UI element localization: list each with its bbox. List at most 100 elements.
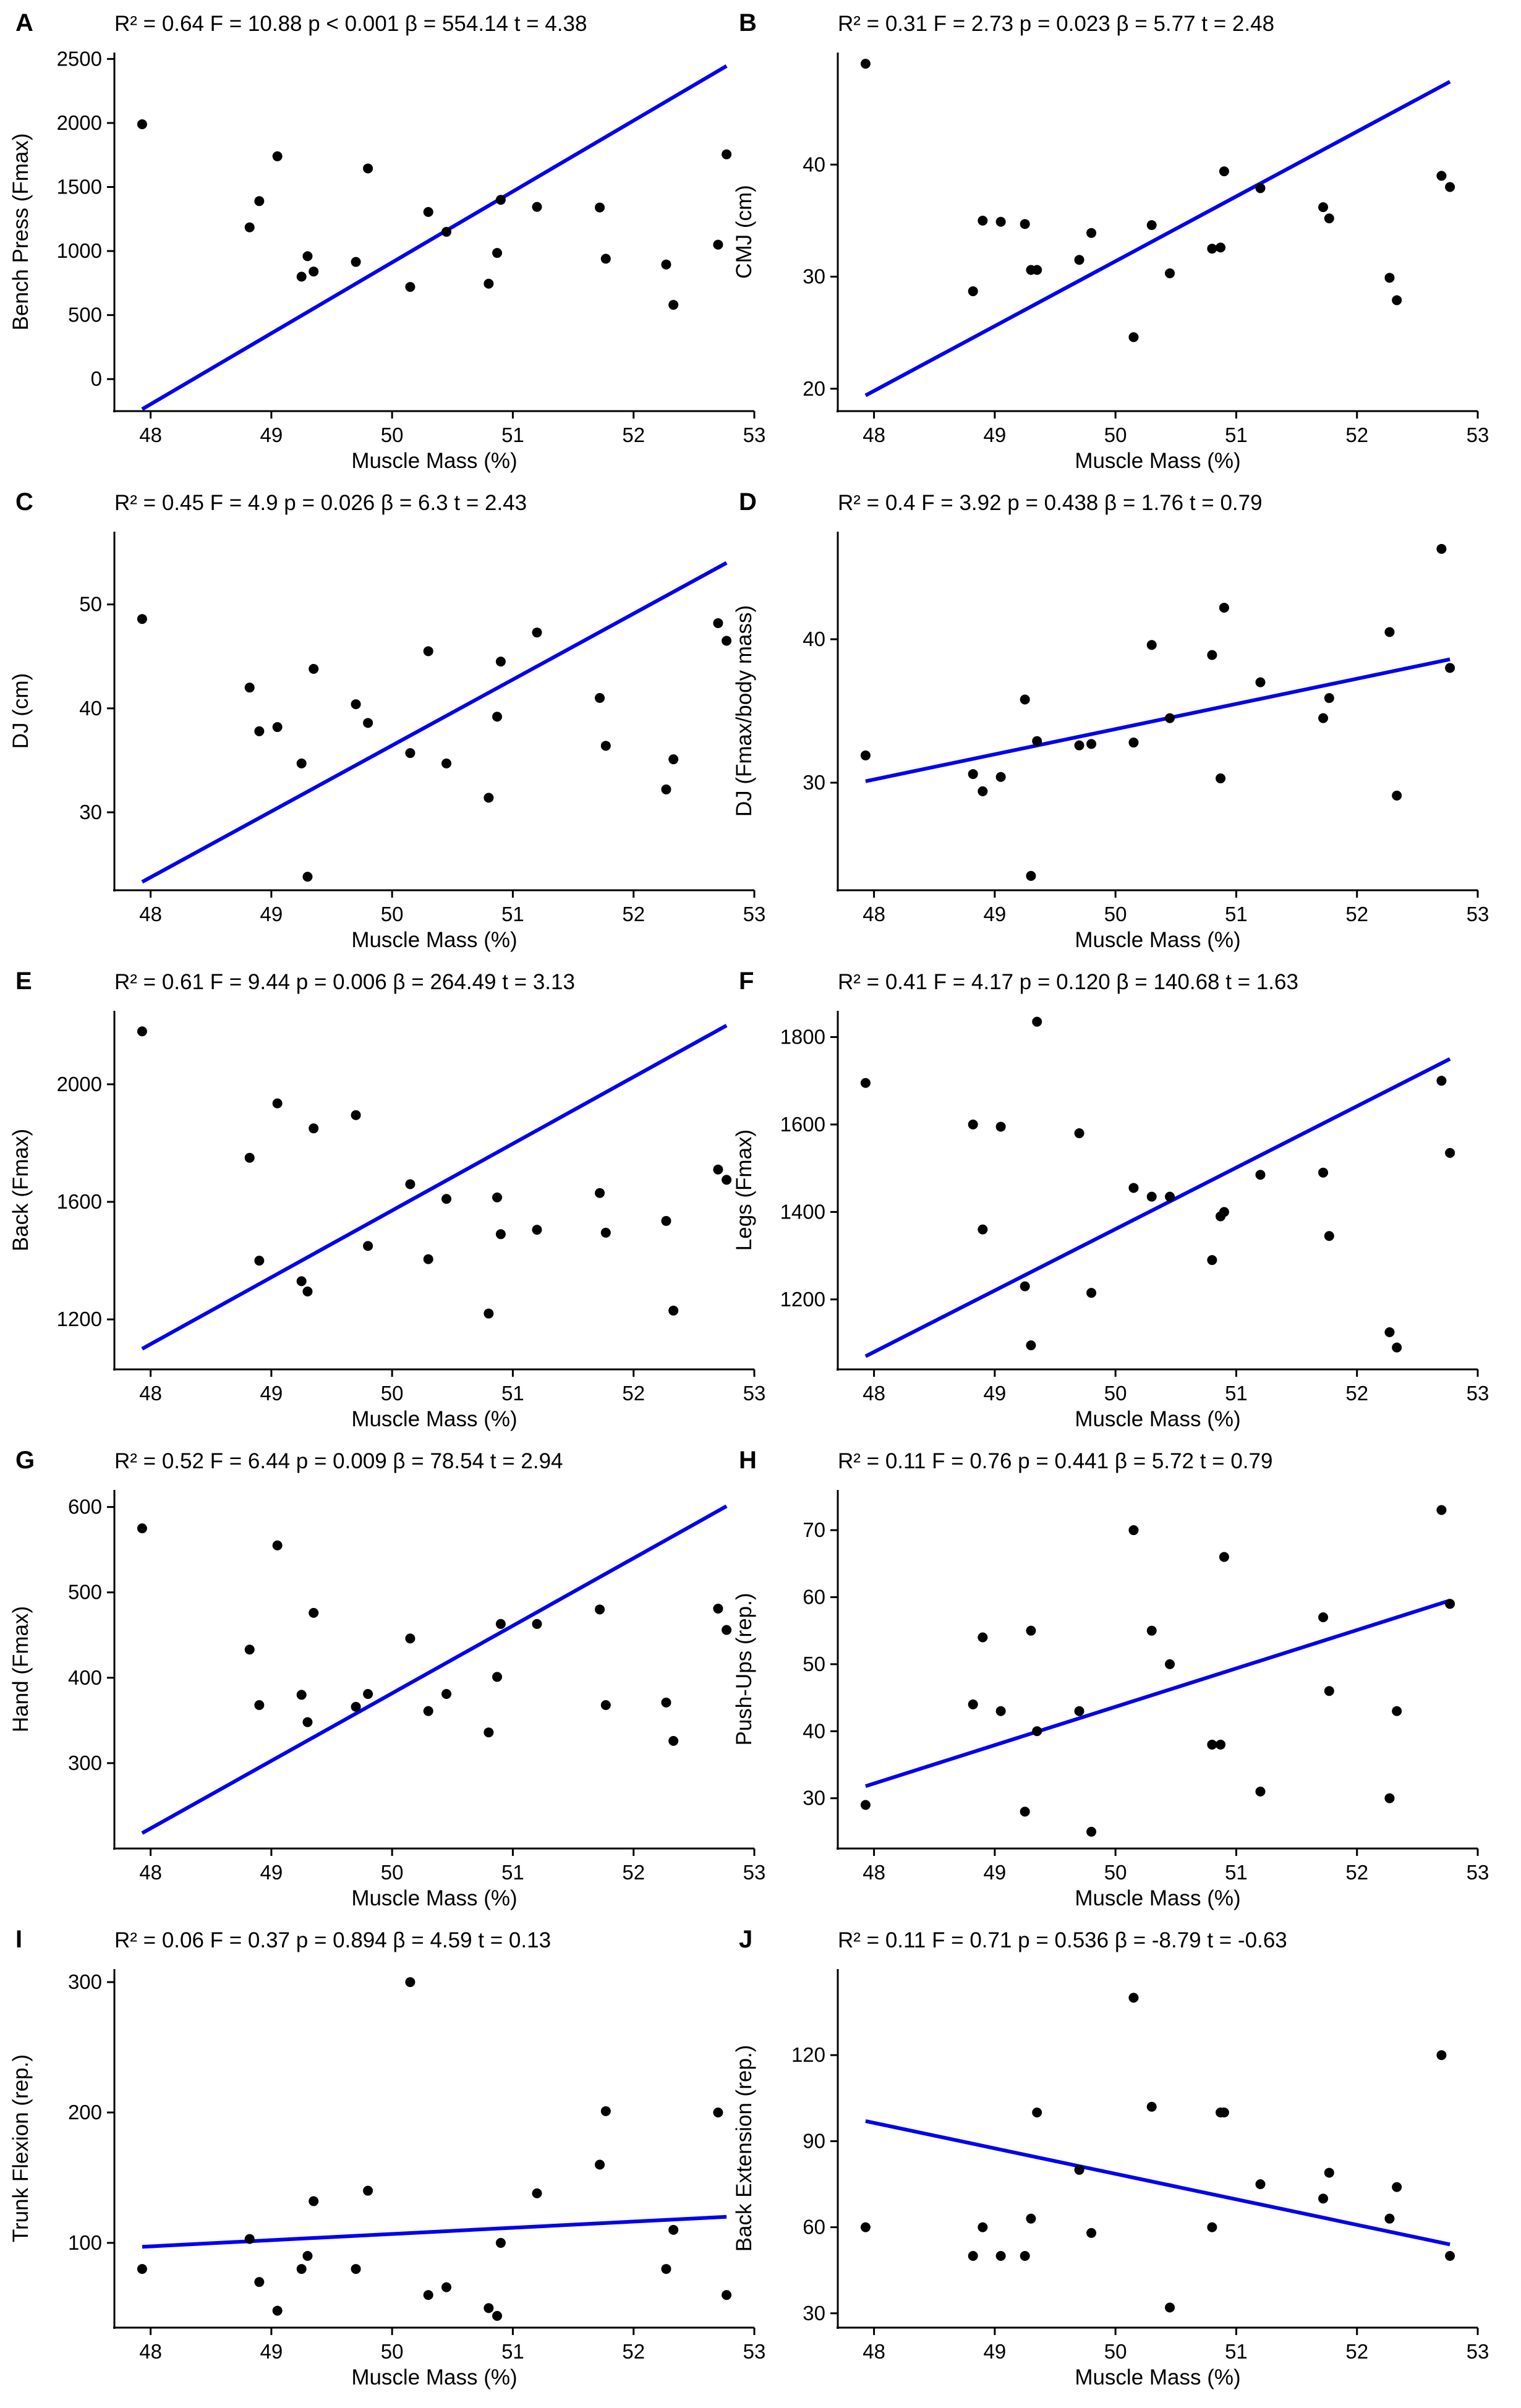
data-point [244, 1152, 255, 1163]
data-point [1216, 242, 1226, 253]
y-tick-label: 40 [79, 697, 102, 720]
data-point [254, 2277, 265, 2287]
data-point [1074, 1128, 1084, 1139]
x-tick-label: 48 [139, 423, 162, 446]
data-point [1207, 2222, 1217, 2232]
data-point [1219, 2108, 1229, 2117]
data-point [978, 215, 988, 226]
x-tick-label: 51 [501, 1861, 524, 1884]
y-tick-label: 2500 [57, 47, 102, 70]
panel-h: H R² = 0.11 F = 0.76 p = 0.441 β = 5.72 t… [732, 1447, 1489, 1910]
data-point [1255, 2179, 1266, 2189]
data-point [423, 2290, 433, 2300]
x-tick-label: 53 [743, 1382, 766, 1405]
y-axis-title: Bench Press (Fmax) [9, 134, 33, 331]
data-point [978, 786, 988, 796]
y-tick-label: 30 [803, 1787, 825, 1810]
data-point [1216, 773, 1226, 784]
data-point [1165, 713, 1175, 723]
data-point [309, 663, 319, 674]
x-tick-label: 48 [863, 903, 885, 925]
y-axis-title: Push-Ups (rep.) [732, 1593, 756, 1745]
panel-letter: F [739, 968, 754, 995]
data-point [1255, 1786, 1266, 1797]
data-point [405, 748, 415, 759]
data-point [484, 793, 494, 803]
y-tick-label: 1000 [57, 239, 102, 262]
regression-line [141, 64, 728, 411]
data-point [302, 1287, 313, 1297]
data-point [1165, 1191, 1175, 1202]
panel-g: G R² = 0.52 F = 6.44 p = 0.009 β = 78.54 … [9, 1447, 765, 1910]
data-point [363, 163, 373, 174]
data-point [1074, 740, 1084, 751]
data-point [351, 2264, 361, 2274]
data-point [309, 1123, 319, 1134]
data-point [995, 772, 1006, 782]
data-point [1146, 640, 1157, 650]
data-point [1020, 2251, 1030, 2261]
stats-line: R² = 0.45 F = 4.9 p = 0.026 β = 6.3 t = … [114, 491, 527, 515]
data-point [423, 1706, 433, 1716]
data-point [1026, 1625, 1036, 1636]
x-axis-title: Muscle Mass (%) [1075, 1407, 1240, 1431]
x-tick-label: 53 [1467, 1382, 1489, 1405]
data-point [495, 1619, 506, 1629]
y-axis-title: Back (Fmax) [9, 1129, 33, 1251]
x-tick-label: 49 [984, 1382, 1007, 1405]
data-point [1318, 1167, 1329, 1178]
y-tick-label: 1500 [57, 176, 102, 198]
panel-letter: D [739, 488, 757, 516]
data-point [1146, 2101, 1157, 2112]
x-tick-label: 49 [260, 1382, 283, 1405]
x-tick-label: 50 [381, 1861, 404, 1884]
data-point [484, 2303, 494, 2313]
data-point [600, 253, 611, 264]
data-point [1384, 1327, 1395, 1337]
x-axis-title: Muscle Mass (%) [351, 449, 517, 473]
data-point [254, 1256, 265, 1266]
panel-f: F R² = 0.41 F = 4.17 p = 0.120 β = 140.68… [732, 968, 1489, 1431]
data-point [492, 1672, 503, 1682]
data-point [661, 1215, 671, 1226]
data-point [1255, 677, 1266, 687]
data-point [1086, 1288, 1097, 1298]
panel-letter: C [15, 488, 33, 516]
data-point [302, 872, 313, 882]
data-point [995, 1121, 1006, 1132]
data-point [661, 259, 671, 270]
y-tick-label: 300 [68, 1751, 102, 1774]
panel-letter: J [739, 1926, 752, 1953]
regression-line [141, 561, 728, 884]
y-tick-label: 0 [91, 367, 102, 390]
data-point [1384, 2213, 1395, 2224]
data-point [1032, 2108, 1042, 2117]
data-point [351, 1701, 361, 1712]
data-point [1324, 213, 1334, 224]
y-tick-label: 60 [803, 1585, 825, 1608]
x-tick-label: 53 [1467, 903, 1489, 925]
data-point [1026, 1340, 1036, 1351]
x-tick-label: 50 [381, 1382, 404, 1405]
x-tick-label: 49 [984, 2340, 1007, 2363]
x-tick-label: 50 [1104, 1861, 1127, 1884]
data-point [1032, 736, 1042, 746]
x-tick-label: 53 [1467, 423, 1489, 446]
data-point [492, 248, 503, 258]
panel-j: J R² = 0.11 F = 0.71 p = 0.536 β = -8.79 … [732, 1926, 1489, 2389]
x-tick-label: 52 [1345, 1382, 1368, 1405]
regression-line [141, 1024, 728, 1351]
data-point [532, 1619, 542, 1629]
panel-letter: A [15, 9, 33, 36]
data-point [272, 1540, 283, 1551]
data-point [137, 1026, 147, 1037]
data-point [532, 202, 542, 212]
data-point [363, 1689, 373, 1700]
x-tick-label: 51 [501, 1382, 524, 1405]
x-tick-label: 49 [260, 2340, 283, 2363]
stats-line: R² = 0.52 F = 6.44 p = 0.009 β = 78.54 t… [114, 1449, 563, 1473]
y-axis-title: DJ (Fmax/body mass) [732, 605, 756, 817]
data-point [595, 692, 605, 703]
data-point [1318, 202, 1329, 213]
data-point [1086, 228, 1097, 238]
